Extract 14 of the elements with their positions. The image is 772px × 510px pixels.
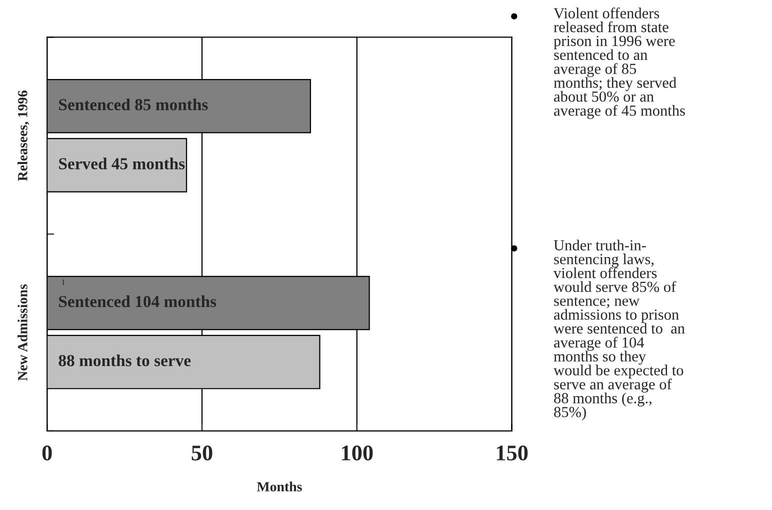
x-axis-title: Months bbox=[256, 482, 302, 492]
x-tick-label: 50 bbox=[192, 445, 212, 460]
text: Violent offenders released from state prison in 1996 were sentenced to an average of 85 months; they served about 50% or an average of 45 months bbox=[554, 7, 685, 119]
x-tick-label: 0 bbox=[42, 445, 52, 460]
data-label: Sentenced 85 months bbox=[59, 98, 208, 110]
data-label: 88 months to serve bbox=[58, 354, 191, 366]
y-tick-label: Releasees, 1996 bbox=[18, 90, 30, 181]
annotation: 1 bbox=[62, 280, 65, 286]
text: Under truth-in- sentencing laws, violent offenders would serve 85% of sentence; new admissions to prison were sentenced to an average of 104 months so they would be expected to serve an average of 88 months (e.g., 85%) bbox=[554, 240, 685, 420]
x-tick-label: 150 bbox=[496, 445, 528, 460]
y-tick-label: New Admissions bbox=[18, 284, 28, 381]
x-tick-label: 100 bbox=[342, 445, 373, 460]
data-label: Served 45 months bbox=[59, 158, 185, 170]
data-label: Sentenced 104 months bbox=[59, 295, 216, 308]
